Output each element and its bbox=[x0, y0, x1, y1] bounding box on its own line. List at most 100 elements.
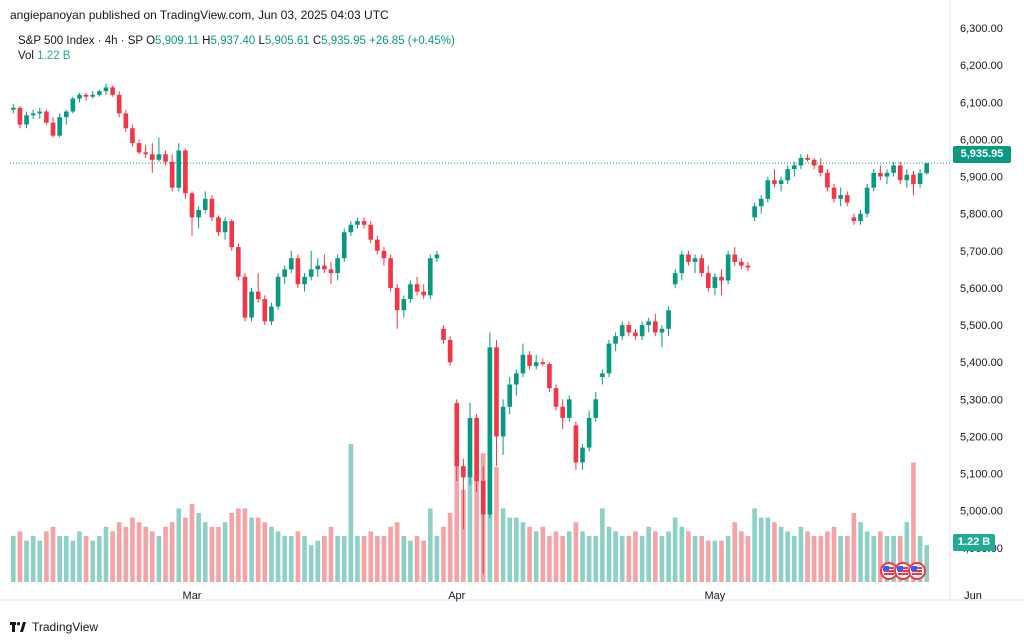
candle-body bbox=[90, 94, 96, 97]
x-tick-label: Apr bbox=[448, 590, 465, 602]
volume-bar bbox=[792, 536, 797, 582]
volume-bar bbox=[514, 517, 519, 582]
symbol-name[interactable]: S&P 500 Index · 4h · SP bbox=[18, 35, 143, 47]
candle-body bbox=[752, 206, 757, 218]
candle-body bbox=[712, 276, 718, 288]
candle-body bbox=[434, 254, 440, 259]
volume-bar bbox=[394, 522, 400, 582]
candle-body bbox=[500, 406, 506, 437]
candle-body bbox=[176, 150, 182, 188]
volume-bar bbox=[699, 536, 704, 582]
candle-body bbox=[745, 265, 751, 268]
volume-bar bbox=[408, 540, 413, 582]
high-label: H bbox=[202, 35, 211, 47]
y-tick-label: 5,800.00 bbox=[960, 209, 1003, 221]
candle-body bbox=[580, 447, 585, 463]
volume-bar bbox=[136, 522, 142, 582]
volume-bar bbox=[116, 522, 122, 582]
candle-body bbox=[533, 362, 539, 366]
candle-body bbox=[315, 265, 321, 270]
volume-bar bbox=[626, 536, 632, 582]
candle-body bbox=[57, 117, 62, 136]
x-tick-label: Jun bbox=[964, 590, 982, 602]
candle-body bbox=[255, 291, 261, 300]
volume-bar bbox=[282, 536, 287, 582]
volume-bar bbox=[871, 536, 877, 582]
footer-brand[interactable]: TradingView bbox=[10, 620, 98, 634]
candle-body bbox=[613, 336, 618, 344]
candle-body bbox=[183, 150, 188, 194]
volume-bar bbox=[388, 526, 393, 582]
x-tick-label: Mar bbox=[183, 590, 202, 602]
us-flag-icon[interactable] bbox=[908, 562, 926, 580]
candle-body bbox=[308, 269, 314, 277]
volume-bar bbox=[672, 517, 678, 582]
candle-body bbox=[414, 284, 420, 292]
volume-bar bbox=[209, 526, 215, 582]
candle-body bbox=[725, 254, 731, 281]
candle-body bbox=[322, 265, 327, 270]
candle-body bbox=[540, 362, 546, 365]
candle-body bbox=[639, 325, 645, 337]
volume-bar bbox=[269, 526, 274, 582]
candle-body bbox=[454, 403, 460, 467]
volume-bar bbox=[110, 531, 115, 582]
volume-bar bbox=[778, 526, 784, 582]
volume-bar bbox=[183, 517, 188, 582]
candle-body bbox=[30, 113, 36, 116]
volume-bar bbox=[500, 508, 506, 582]
candle-body bbox=[686, 254, 691, 262]
candle-body bbox=[798, 157, 804, 166]
volume-bar bbox=[573, 522, 579, 582]
volume-bar bbox=[83, 536, 89, 582]
volume-bar bbox=[897, 536, 903, 582]
volume-bar bbox=[732, 522, 738, 582]
volume-bar bbox=[580, 531, 585, 582]
volume-bar bbox=[375, 536, 380, 582]
volume-bar bbox=[831, 526, 837, 582]
volume-bar bbox=[825, 531, 830, 582]
volume-bar bbox=[57, 536, 62, 582]
volume-bar bbox=[864, 531, 870, 582]
us-flag-icon[interactable] bbox=[880, 562, 898, 580]
footer-brand-label: TradingView bbox=[32, 620, 99, 634]
candle-body bbox=[249, 291, 254, 318]
candle-body bbox=[447, 339, 453, 363]
y-tick-label: 6,000.00 bbox=[960, 134, 1003, 146]
volume-bar bbox=[70, 540, 76, 582]
candle-body bbox=[626, 325, 632, 333]
volume-bar bbox=[295, 531, 301, 582]
candle-body bbox=[269, 306, 274, 322]
volume-bar bbox=[600, 508, 605, 582]
economic-events[interactable] bbox=[880, 562, 926, 580]
volume-bar bbox=[785, 531, 791, 582]
candle-body bbox=[44, 111, 49, 123]
candle-body bbox=[858, 213, 863, 222]
candle-body bbox=[394, 287, 400, 311]
candle-body bbox=[123, 113, 129, 129]
candle-body bbox=[401, 299, 407, 311]
candle-body bbox=[917, 173, 923, 184]
volume-bar bbox=[752, 508, 757, 582]
candle-body bbox=[189, 193, 195, 218]
volume-bar bbox=[288, 536, 294, 582]
volume-bar bbox=[454, 462, 460, 582]
candle-body bbox=[772, 180, 777, 184]
volume-bar bbox=[566, 531, 572, 582]
candle-body bbox=[169, 161, 175, 188]
low-label: L bbox=[258, 35, 265, 47]
candle-body bbox=[646, 321, 652, 326]
volume-bar bbox=[189, 503, 195, 582]
y-tick-label: 5,600.00 bbox=[960, 283, 1003, 295]
volume-bar bbox=[613, 531, 618, 582]
candle-body bbox=[851, 217, 857, 222]
volume-bar bbox=[904, 522, 910, 582]
candle-body bbox=[427, 258, 433, 296]
volume-bar bbox=[10, 536, 16, 582]
candle-body bbox=[37, 111, 43, 114]
candle-body bbox=[553, 388, 559, 407]
candle-body bbox=[361, 221, 367, 225]
volume-bar bbox=[421, 540, 426, 582]
